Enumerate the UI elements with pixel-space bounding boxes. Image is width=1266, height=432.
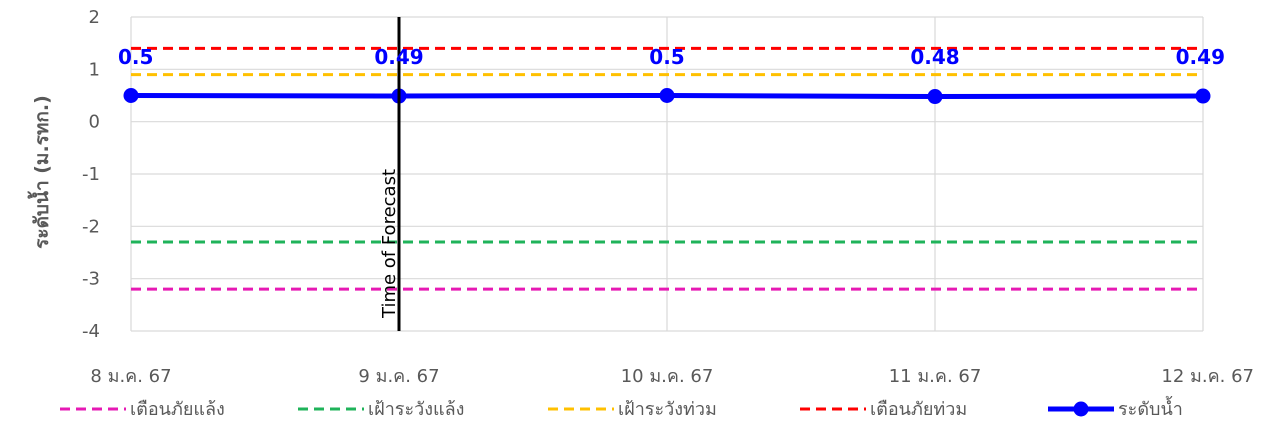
legend-label: เฝ้าระวังแล้ง <box>368 399 464 420</box>
series-marker <box>659 88 675 103</box>
data-label: 0.49 <box>374 45 423 69</box>
x-tick-labels: 8 ม.ค. 67 9 ม.ค. 67 10 ม.ค. 67 11 ม.ค. 67 12… <box>90 366 1254 387</box>
legend-label: เฝ้าระวังท่วม <box>618 399 717 420</box>
data-label: 0.49 <box>1176 45 1225 69</box>
y-tick-label: -1 <box>82 164 100 185</box>
annotation-layer: Time of Forecast <box>379 17 401 331</box>
x-tick-label: 12 ม.ค. 67 <box>1161 366 1254 387</box>
y-tick-label: -2 <box>82 216 100 237</box>
series-marker <box>927 89 943 105</box>
y-tick-label: -3 <box>82 269 100 290</box>
series-marker <box>123 88 139 103</box>
x-tick-label: 8 ม.ค. 67 <box>90 366 171 387</box>
y-tick-label: 2 <box>89 7 100 28</box>
y-tick-label: 1 <box>89 59 100 80</box>
data-label: 0.48 <box>910 45 959 69</box>
y-tick-label: 0 <box>89 112 100 133</box>
series-layer <box>123 46 1211 291</box>
forecast-annotation-label: Time of Forecast <box>379 169 400 319</box>
legend-label: เตือนภัยท่วม <box>870 399 967 420</box>
legend-marker <box>1073 401 1089 417</box>
data-labels: 0.5 0.49 0.5 0.48 0.49 <box>118 45 1225 69</box>
x-tick-label: 11 ม.ค. 67 <box>889 366 982 387</box>
y-tick-label: -4 <box>82 321 100 342</box>
y-axis-label: ระดับน้ำ (ม.รทก.) <box>27 95 53 249</box>
data-label: 0.5 <box>649 45 684 69</box>
series-marker <box>1195 88 1211 104</box>
legend-label: เตือนภัยแล้ง <box>130 399 225 420</box>
data-label: 0.5 <box>118 45 153 69</box>
y-tick-labels: -4 -3 -2 -1 0 1 2 <box>82 7 100 342</box>
x-tick-label: 10 ม.ค. 67 <box>621 366 714 387</box>
x-tick-label: 9 ม.ค. 67 <box>358 366 439 387</box>
legend: เตือนภัยแล้ง เฝ้าระวังแล้ง เฝ้าระวังท่วม เต… <box>60 396 1183 420</box>
grid-layer <box>130 16 1204 332</box>
legend-label: ระดับน้ำ <box>1118 396 1183 420</box>
